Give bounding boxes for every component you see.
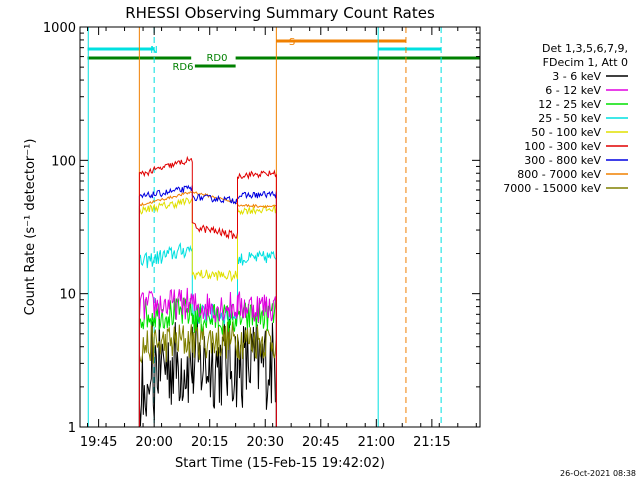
data-series <box>138 155 277 427</box>
series-line <box>138 321 277 427</box>
series-50-100kev <box>138 196 277 427</box>
x-tick-label: 20:15 <box>191 435 228 450</box>
legend-entry-label: 300 - 800 keV <box>524 154 601 167</box>
plot-frame <box>79 26 481 428</box>
legend-header: Det 1,3,5,6,7,9, <box>542 42 628 55</box>
y-tick-label: 100 <box>51 154 76 169</box>
legend-header: FDecim 1, Att 0 <box>543 56 628 69</box>
legend-entry-label: 25 - 50 keV <box>538 112 601 125</box>
legend: Det 1,3,5,6,7,9,FDecim 1, Att 03 - 6 keV… <box>503 42 628 195</box>
y-tick-label: 1000 <box>43 21 76 36</box>
series-line <box>138 196 277 427</box>
chart-title: RHESSI Observing Summary Count Rates <box>125 4 435 22</box>
legend-entry-label: 50 - 100 keV <box>531 126 601 139</box>
series-line <box>138 155 277 427</box>
legend-entry-label: 3 - 6 keV <box>552 70 601 83</box>
legend-entry-label: 100 - 300 keV <box>524 140 601 153</box>
series-3-6kev <box>138 316 277 427</box>
series-7000-15000kev <box>138 321 277 427</box>
legend-entry-label: 7000 - 15000 keV <box>503 182 601 195</box>
series-line <box>138 287 277 427</box>
x-tick-label: 21:15 <box>413 435 450 450</box>
y-axis: 1 10 100 1000 <box>43 21 480 436</box>
flag-label-rd6: RD6 <box>172 62 193 73</box>
series-line <box>138 184 277 427</box>
x-tick-label: 19:45 <box>80 435 117 450</box>
legend-entry-label: 6 - 12 keV <box>545 84 601 97</box>
series-100-300kev <box>138 155 277 427</box>
flag-label-s: S <box>289 37 295 48</box>
footer-timestamp: 26-Oct-2021 08:38 <box>560 469 636 478</box>
x-tick-label: 20:45 <box>302 435 339 450</box>
series-300-800kev <box>138 184 277 427</box>
y-tick-label: 1 <box>68 421 76 436</box>
x-axis: 19:45 20:00 20:15 20:30 20:45 21:00 21:15 <box>80 27 477 450</box>
series-line <box>138 316 277 427</box>
y-axis-label: Count Rate (s⁻¹ detector⁻¹) <box>23 139 38 316</box>
series-6-12kev <box>138 287 277 427</box>
x-tick-label: 21:00 <box>358 435 395 450</box>
x-axis-label: Start Time (15-Feb-15 19:42:02) <box>175 456 385 471</box>
x-tick-label: 20:30 <box>247 435 284 450</box>
x-tick-label: 20:00 <box>135 435 172 450</box>
y-tick-label: 10 <box>59 288 76 303</box>
legend-entry-label: 800 - 7000 keV <box>517 168 601 181</box>
flag-label-rd0: RD0 <box>206 53 227 64</box>
legend-entry-label: 12 - 25 keV <box>538 98 601 111</box>
